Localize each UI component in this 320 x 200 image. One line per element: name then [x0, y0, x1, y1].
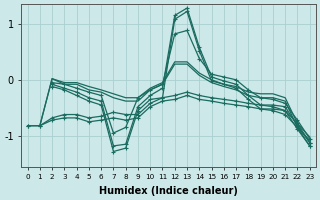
X-axis label: Humidex (Indice chaleur): Humidex (Indice chaleur): [99, 186, 238, 196]
